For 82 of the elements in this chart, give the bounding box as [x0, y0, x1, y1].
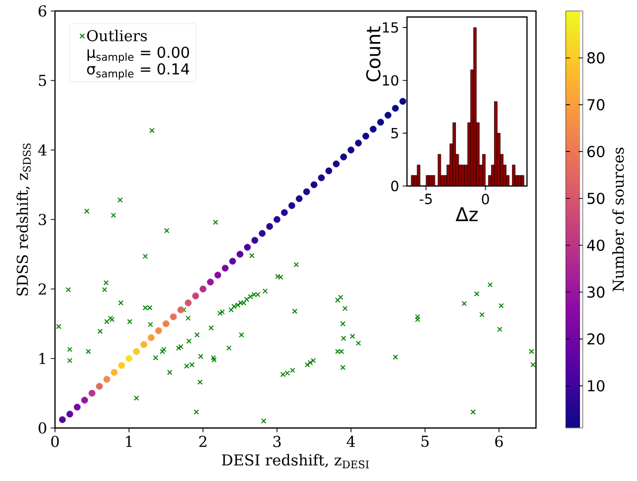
point — [296, 195, 303, 202]
x-tick-label: 2 — [199, 436, 206, 447]
legend-label: Outliers — [87, 30, 147, 42]
color-bar-label: 40 — [587, 240, 604, 251]
color-bar-title: Number of sources — [612, 148, 624, 292]
point — [288, 202, 296, 209]
y-tick-label: 5 — [38, 74, 46, 86]
point — [332, 160, 340, 168]
point — [399, 98, 406, 105]
point — [103, 376, 110, 383]
point — [377, 118, 384, 126]
x-tick-label: 6 — [495, 436, 503, 448]
point — [222, 264, 229, 272]
point — [303, 188, 310, 196]
point — [192, 292, 200, 300]
y-tick-label: 5 — [391, 128, 398, 138]
y-tick-label: 4 — [38, 144, 46, 156]
annotation: σ$_{sample}$ = 0.14 — [87, 63, 190, 80]
point — [236, 250, 244, 258]
color-bar-label: 60 — [587, 146, 604, 158]
x-axis-title: DESI redshift, z$_{DESI}$ — [222, 454, 369, 468]
point — [244, 244, 251, 251]
x-tick-label: 1 — [126, 436, 132, 447]
y-tick-label: 6 — [38, 5, 46, 17]
x-tick-label: 0 — [51, 436, 59, 448]
color-bar-label: 10 — [588, 380, 604, 392]
y-tick-label: 2 — [38, 283, 46, 295]
y-tick-label: 15 — [382, 22, 398, 33]
point — [251, 236, 258, 244]
point — [384, 112, 392, 119]
point — [340, 154, 347, 160]
y-axis-title: SDSS redshift, z$_{SDSS}$ — [16, 144, 31, 296]
y-tick-label: 0 — [391, 180, 398, 192]
point — [207, 278, 214, 286]
x-axis-title: Δz — [456, 207, 478, 222]
point — [258, 230, 266, 237]
point — [88, 390, 96, 397]
x-tick-label: 3 — [273, 436, 281, 448]
color-bar-label: 30 — [587, 286, 604, 298]
color-bar-label: 80 — [587, 52, 604, 64]
point — [74, 404, 81, 411]
point — [148, 334, 155, 342]
point — [81, 396, 88, 404]
y-tick-label: 0 — [38, 422, 46, 434]
y-tick-label: 1 — [40, 352, 46, 364]
point — [274, 216, 280, 223]
point — [126, 355, 132, 362]
point — [362, 132, 370, 140]
annotation: μ$_{sample}$ = 0.00 — [88, 46, 189, 63]
point — [110, 368, 118, 376]
point — [355, 140, 362, 146]
point — [162, 320, 170, 328]
x-tick-label: 5 — [421, 436, 429, 447]
point — [140, 341, 148, 348]
color-bar-label: 50 — [588, 192, 604, 204]
point — [370, 126, 377, 133]
point — [318, 174, 325, 182]
point — [325, 167, 332, 174]
point — [66, 410, 74, 418]
point — [118, 362, 126, 369]
point — [184, 299, 192, 306]
point — [281, 209, 288, 216]
point — [177, 306, 184, 314]
point — [348, 146, 354, 154]
y-tick-label: 10 — [382, 75, 398, 86]
y-axis-title: Count — [366, 26, 381, 82]
point — [229, 258, 236, 265]
y-tick-label: 3 — [38, 214, 46, 226]
color-bar-label: 20 — [587, 333, 604, 345]
point — [59, 416, 66, 424]
point — [200, 286, 206, 292]
point — [392, 104, 399, 112]
x-tick-label: -5 — [420, 194, 432, 204]
point — [266, 223, 273, 230]
point — [96, 382, 103, 390]
point — [133, 348, 140, 355]
point — [214, 272, 222, 278]
color-bar-label: 70 — [588, 99, 604, 110]
x-tick-label: 4 — [346, 436, 356, 447]
point — [310, 181, 318, 188]
point — [155, 327, 162, 334]
point — [170, 313, 177, 320]
